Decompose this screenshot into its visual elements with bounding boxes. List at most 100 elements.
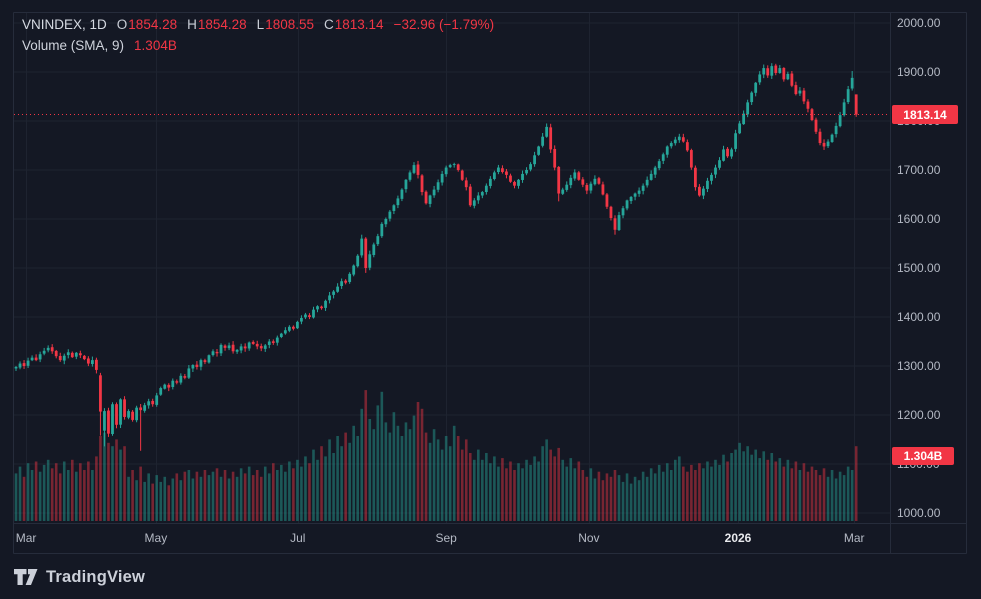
- candle-body: [243, 346, 247, 349]
- volume-bar: [203, 470, 207, 521]
- volume-bar: [698, 463, 701, 521]
- volume-bar: [408, 429, 412, 521]
- candle-body: [22, 363, 26, 366]
- volume-bar: [155, 475, 159, 521]
- volume-bar: [557, 447, 561, 521]
- volume-bar: [54, 463, 58, 521]
- candle-body: [517, 179, 520, 186]
- candle-body: [171, 380, 175, 387]
- symbol-title: VNINDEX, 1D: [22, 16, 107, 32]
- volume-bar: [288, 461, 291, 521]
- volume-bar: [191, 478, 195, 521]
- volume-bar: [14, 473, 18, 521]
- candle-body: [199, 360, 203, 367]
- volume-bar: [738, 442, 741, 521]
- candle-body: [798, 90, 802, 94]
- volume-bar: [673, 459, 677, 521]
- price-axis[interactable]: 2000.001900.001800.001700.001600.001500.…: [890, 12, 966, 523]
- volume-bar: [830, 470, 834, 521]
- volume-bar: [468, 453, 472, 521]
- volume-bar: [368, 419, 372, 521]
- candle-body: [336, 286, 340, 292]
- candle-body: [195, 364, 199, 367]
- candle-body: [320, 306, 323, 309]
- candle-body: [428, 195, 432, 204]
- candle-body: [151, 400, 155, 405]
- volume-bar: [682, 466, 685, 521]
- candle-body: [223, 345, 227, 348]
- volume-bar: [215, 468, 219, 521]
- candle-body: [830, 134, 834, 142]
- volume-bar: [199, 476, 203, 521]
- volume-bar: [147, 473, 150, 521]
- tradingview-logo[interactable]: TradingView: [14, 563, 145, 591]
- candle-body: [488, 178, 492, 187]
- volume-bar: [127, 476, 130, 521]
- volume-bar: [50, 468, 54, 521]
- candle-body: [726, 148, 729, 157]
- volume-bar: [143, 481, 146, 521]
- candle-body: [255, 343, 259, 347]
- legend-volume-row[interactable]: Volume (SMA, 9) 1.304B: [22, 35, 494, 55]
- candle-body: [625, 200, 629, 209]
- candle-body: [854, 94, 858, 115]
- candle-body: [782, 67, 786, 80]
- volume-bar: [822, 468, 826, 521]
- candle-body: [400, 189, 404, 199]
- time-axis[interactable]: Mar May Jul Sep Nov 2026 Mar: [13, 524, 966, 553]
- volume-bar: [452, 425, 456, 521]
- ohlc-item: L 1808.55: [256, 16, 314, 32]
- candle-body: [139, 407, 143, 411]
- volume-bar: [810, 466, 814, 521]
- candle-body: [818, 131, 822, 144]
- volume-bar: [529, 464, 532, 521]
- candle-body: [111, 404, 114, 435]
- volume-bar: [30, 470, 34, 521]
- volume-bar: [263, 466, 267, 521]
- volume-bar: [762, 451, 766, 521]
- candle-body: [693, 167, 697, 188]
- candle-body: [384, 219, 388, 225]
- candle-body: [456, 164, 460, 170]
- volume-bar: [66, 470, 70, 521]
- candle-body: [689, 150, 693, 168]
- volume-bar: [103, 432, 106, 521]
- legend-symbol-row[interactable]: VNINDEX, 1D O 1854.28 H 1854.28 L 1808.55 C 181…: [22, 14, 494, 34]
- candle-body: [746, 102, 750, 115]
- candle-body: [432, 189, 436, 196]
- candle-body: [316, 306, 319, 310]
- volume-bar: [388, 432, 392, 521]
- volume-bar: [838, 471, 842, 521]
- volume-bar: [296, 459, 299, 521]
- candle-body: [472, 200, 476, 206]
- candle-body: [259, 346, 263, 349]
- candle-body: [501, 168, 504, 172]
- volume-bar: [854, 446, 858, 521]
- volume-bar: [577, 461, 581, 521]
- volume-bar: [802, 463, 806, 521]
- candle-body: [66, 352, 70, 356]
- volume-bar: [561, 459, 565, 521]
- candle-body: [219, 344, 223, 354]
- volume-bar: [778, 458, 782, 521]
- volume-bar: [505, 468, 508, 521]
- candle-body: [533, 155, 536, 165]
- price-tick-label: 1700.00: [897, 163, 941, 177]
- volume-bar: [722, 454, 725, 521]
- candle-body: [356, 255, 360, 267]
- price-tick-label: 1600.00: [897, 212, 941, 226]
- volume-bar: [657, 464, 661, 521]
- volume-bar: [259, 476, 263, 521]
- volume-bar: [774, 461, 778, 521]
- volume-bar: [239, 468, 243, 521]
- volume-bar: [75, 471, 78, 521]
- candle-body: [352, 265, 356, 275]
- candle-body: [436, 182, 440, 190]
- grid-layer: [13, 12, 967, 554]
- candle-body: [476, 195, 480, 201]
- candle-body: [54, 350, 58, 357]
- volume-bar: [151, 483, 154, 521]
- volume-bar: [292, 468, 295, 521]
- candle-body: [304, 314, 307, 318]
